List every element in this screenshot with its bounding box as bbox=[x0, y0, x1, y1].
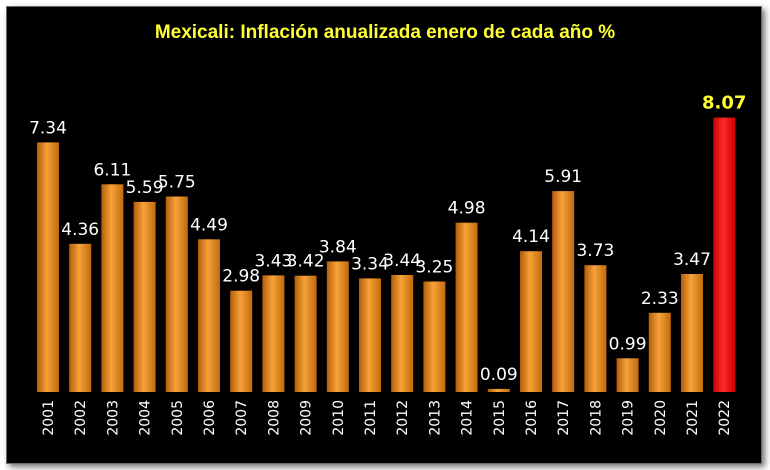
value-label-2010: 3.84 bbox=[319, 237, 357, 257]
bar-2020 bbox=[648, 312, 671, 392]
value-label-2016: 4.14 bbox=[512, 227, 550, 247]
value-label-2004: 5.59 bbox=[126, 178, 164, 198]
bar-2014 bbox=[455, 222, 478, 392]
x-tick-label-2001: 2001 bbox=[41, 400, 57, 436]
x-tick-labels-layer: 2001 2002 2003 2004 2005 2006 2007 2008 2009 2010… bbox=[41, 400, 733, 436]
value-label-2012: 3.44 bbox=[383, 251, 421, 271]
bar-2015 bbox=[487, 388, 510, 392]
x-tick-label-2020: 2020 bbox=[653, 400, 669, 436]
bar-2009 bbox=[294, 275, 317, 392]
x-tick-label-2014: 2014 bbox=[460, 400, 476, 436]
value-label-2006: 4.49 bbox=[190, 215, 228, 235]
value-label-2015: 0.09 bbox=[480, 365, 518, 385]
value-label-2005: 5.75 bbox=[158, 173, 196, 193]
value-label-2019: 0.99 bbox=[609, 334, 647, 354]
value-label-2009: 3.42 bbox=[287, 252, 325, 272]
x-tick-label-2004: 2004 bbox=[138, 400, 154, 436]
bar-2022 bbox=[713, 117, 736, 392]
value-label-2020: 2.33 bbox=[641, 289, 679, 309]
bar-2004 bbox=[133, 201, 156, 392]
x-tick-label-2015: 2015 bbox=[492, 400, 508, 436]
bar-2019 bbox=[616, 358, 639, 392]
bar-2002 bbox=[69, 243, 92, 392]
bar-2007 bbox=[230, 290, 253, 392]
x-tick-label-2011: 2011 bbox=[363, 400, 379, 436]
bar-2011 bbox=[359, 278, 381, 392]
x-tick-label-2009: 2009 bbox=[299, 400, 315, 436]
x-tick-label-2003: 2003 bbox=[105, 400, 121, 436]
bars-layer bbox=[37, 117, 736, 392]
bar-2013 bbox=[423, 281, 446, 392]
bar-2001 bbox=[37, 142, 59, 392]
x-tick-label-2021: 2021 bbox=[685, 400, 701, 436]
value-label-2018: 3.73 bbox=[576, 241, 614, 261]
x-tick-label-2016: 2016 bbox=[524, 400, 540, 436]
x-tick-label-2010: 2010 bbox=[331, 400, 347, 436]
value-label-2008: 3.43 bbox=[254, 251, 292, 271]
value-label-2001: 7.34 bbox=[29, 118, 67, 138]
x-tick-label-2012: 2012 bbox=[395, 400, 411, 436]
value-label-2022: 8.07 bbox=[702, 93, 746, 114]
x-tick-label-2008: 2008 bbox=[266, 400, 282, 436]
chart-title: Mexicali: Inflación anualizada enero de … bbox=[154, 22, 616, 43]
value-label-2017: 5.91 bbox=[544, 167, 582, 187]
x-tick-label-2005: 2005 bbox=[170, 400, 186, 436]
value-label-2003: 6.11 bbox=[93, 160, 131, 180]
bar-2003 bbox=[101, 184, 124, 392]
value-label-2007: 2.98 bbox=[222, 267, 260, 287]
value-label-2002: 4.36 bbox=[61, 220, 99, 240]
x-tick-label-2019: 2019 bbox=[621, 400, 637, 436]
value-label-2021: 3.47 bbox=[673, 250, 711, 270]
x-tick-label-2022: 2022 bbox=[717, 400, 733, 436]
x-tick-label-2013: 2013 bbox=[427, 400, 443, 436]
value-label-2013: 3.25 bbox=[415, 258, 453, 278]
bar-2018 bbox=[584, 265, 607, 392]
bar-2005 bbox=[165, 196, 188, 392]
x-tick-label-2017: 2017 bbox=[556, 400, 572, 436]
x-tick-label-2007: 2007 bbox=[234, 400, 250, 436]
value-labels-layer: 7.34 4.36 6.115.595.75 4.49 2.983.433.423.84… bbox=[29, 93, 746, 385]
bar-2017 bbox=[552, 191, 575, 392]
bar-2008 bbox=[262, 275, 285, 392]
value-label-2011: 3.34 bbox=[351, 254, 389, 274]
bar-2010 bbox=[326, 261, 349, 392]
bar-2006 bbox=[198, 239, 220, 392]
x-tick-label-2006: 2006 bbox=[202, 400, 218, 436]
x-tick-label-2018: 2018 bbox=[588, 400, 604, 436]
x-tick-label-2002: 2002 bbox=[73, 400, 89, 436]
bar-2016 bbox=[520, 251, 542, 392]
bar-2012 bbox=[391, 275, 414, 392]
value-label-2014: 4.98 bbox=[448, 199, 486, 219]
bar-2021 bbox=[681, 274, 703, 392]
